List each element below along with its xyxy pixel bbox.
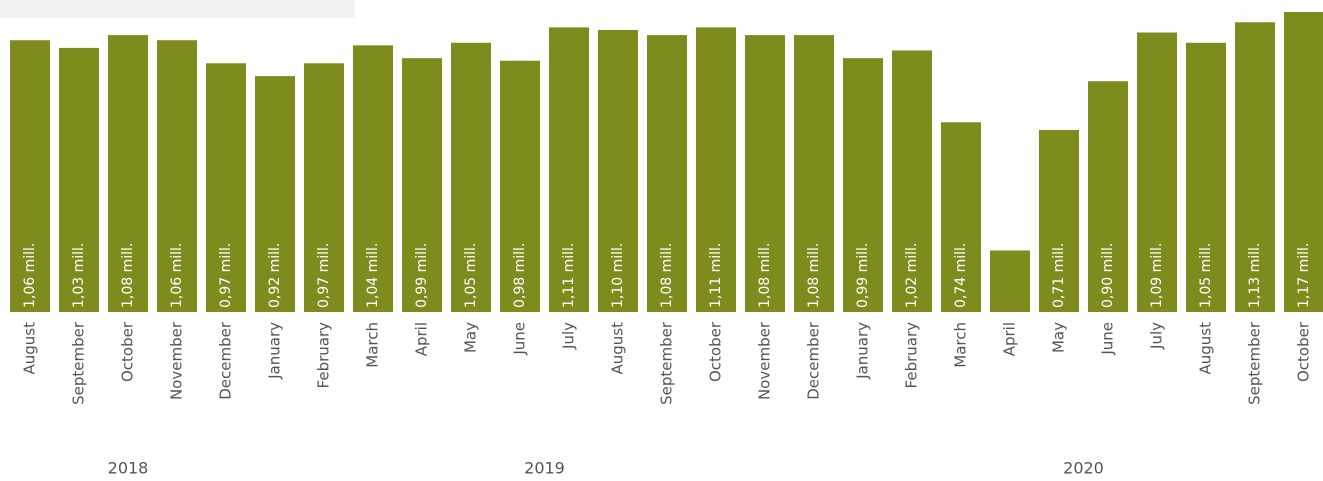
value-label: 1,11 mill. <box>708 243 724 308</box>
bar <box>1235 22 1275 313</box>
x-tick-label: November <box>756 321 774 400</box>
x-tick-label: March <box>952 322 970 368</box>
bar <box>157 40 197 312</box>
value-label: 0,99 mill. <box>414 243 430 308</box>
year-label: 2020 <box>1063 459 1104 478</box>
x-tick-label: March <box>364 322 382 368</box>
bar <box>108 35 148 312</box>
value-label: 1,06 mill. <box>22 243 38 308</box>
x-tick-label: February <box>315 322 333 389</box>
bar <box>500 60 540 312</box>
bar <box>647 35 687 312</box>
bar <box>990 250 1030 312</box>
x-tick-label: July <box>560 322 578 350</box>
x-tick-label: October <box>119 321 137 382</box>
bar <box>843 58 883 313</box>
x-tick-label: December <box>217 321 235 400</box>
bar <box>255 76 295 312</box>
value-label: 0,98 mill. <box>512 243 528 308</box>
value-label: 0,90 mill. <box>1100 243 1116 308</box>
year-label: 2018 <box>108 459 149 478</box>
x-tick-label: December <box>805 321 823 400</box>
bar <box>598 29 638 312</box>
x-tick-label: September <box>70 321 88 405</box>
bar <box>304 63 344 313</box>
x-tick-label: February <box>903 322 921 389</box>
value-label: 1,09 mill. <box>1149 243 1165 308</box>
value-label: 1,08 mill. <box>757 243 773 308</box>
bar <box>1137 32 1177 313</box>
x-tick-label: August <box>609 322 627 375</box>
x-tick-label: October <box>707 321 725 382</box>
bar <box>1284 12 1323 312</box>
value-label: 0,97 mill. <box>316 243 332 308</box>
x-tick-label: May <box>462 322 480 353</box>
x-tick-label: September <box>1246 321 1264 405</box>
value-label: 0,97 mill. <box>218 243 234 308</box>
x-tick-label: August <box>21 322 39 375</box>
x-tick-label: June <box>1099 322 1117 356</box>
value-label: 1,05 mill. <box>463 243 479 308</box>
value-label: 1,08 mill. <box>659 243 675 308</box>
value-label: 1,13 mill. <box>1247 243 1263 308</box>
value-label: 1,11 mill. <box>561 243 577 308</box>
bar <box>402 58 442 313</box>
x-tick-label: November <box>168 321 186 400</box>
x-tick-label: September <box>658 321 676 405</box>
value-label: 1,02 mill. <box>904 243 920 308</box>
bar <box>794 35 834 312</box>
bar <box>745 35 785 312</box>
value-label: 1,08 mill. <box>120 243 136 308</box>
bar <box>353 45 393 312</box>
value-label: 0,92 mill. <box>267 243 283 308</box>
bar <box>1088 81 1128 312</box>
value-label: 1,17 mill. <box>1296 243 1312 308</box>
x-tick-label: August <box>1197 322 1215 375</box>
bar <box>10 40 50 312</box>
year-label: 2019 <box>524 459 565 478</box>
x-tick-label: June <box>511 322 529 356</box>
x-tick-label: April <box>413 322 431 356</box>
bar <box>892 50 932 312</box>
value-label: 0,74 mill. <box>953 243 969 308</box>
bar <box>59 47 99 313</box>
x-tick-label: April <box>1001 322 1019 356</box>
x-tick-label: July <box>1148 322 1166 350</box>
bar <box>549 27 589 313</box>
header-bar <box>0 0 355 18</box>
value-label: 0,71 mill. <box>1051 243 1067 308</box>
bar <box>1039 129 1079 312</box>
value-label: 1,06 mill. <box>169 243 185 308</box>
value-label: 1,04 mill. <box>365 243 381 308</box>
x-tick-label: May <box>1050 322 1068 353</box>
bar <box>206 63 246 313</box>
value-label: 1,10 mill. <box>610 243 626 308</box>
bar <box>696 27 736 313</box>
bar <box>451 42 491 313</box>
value-label: 1,05 mill. <box>1198 243 1214 308</box>
value-label: 0,99 mill. <box>855 243 871 308</box>
x-tick-label: January <box>266 322 284 380</box>
x-tick-label: January <box>854 322 872 380</box>
bar <box>1186 42 1226 313</box>
bar <box>941 122 981 312</box>
value-label: 1,08 mill. <box>806 243 822 308</box>
value-label: 1,03 mill. <box>71 243 87 308</box>
x-tick-label: October <box>1295 321 1313 382</box>
